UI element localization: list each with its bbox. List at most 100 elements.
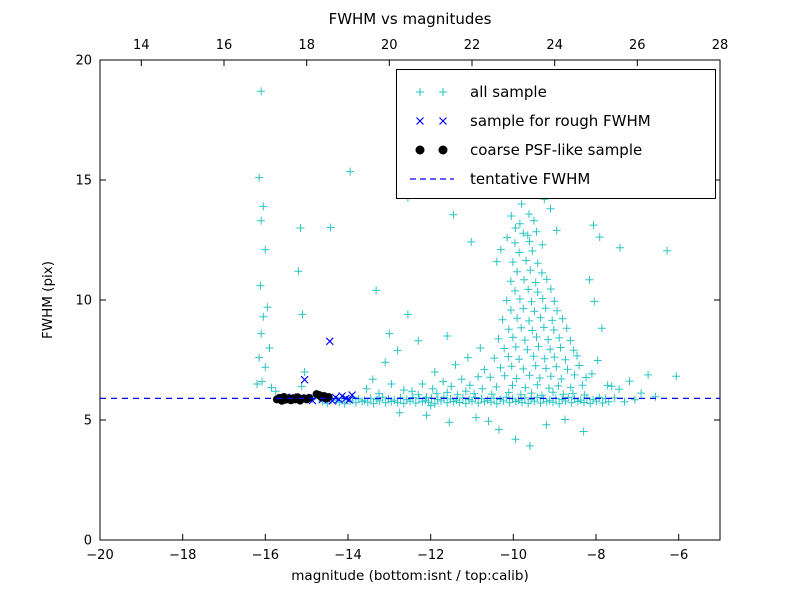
scatter-point [575,361,584,370]
scatter-point [297,382,306,391]
scatter-point [589,221,598,230]
scatter-point [558,314,567,323]
scatter-point [528,326,537,335]
scatter-point [546,204,555,213]
scatter-point [430,368,439,376]
scatter-point [557,375,566,383]
scatter-point [443,388,452,397]
scatter-point [630,395,639,404]
scatter-point [541,304,550,313]
scatter-point [511,286,519,295]
scatter-point [526,266,535,275]
scatter-point [563,365,572,374]
scatter-point [511,238,519,247]
scatter-point [511,435,520,444]
scatter-point [555,333,564,342]
scatter-point [531,278,540,287]
scatter-point [525,441,534,450]
scatter-point [558,395,567,404]
scatter-point [408,387,417,396]
x-tick-label: −12 [417,548,444,563]
x-tick-label: −20 [86,548,113,563]
scatter-point [513,314,522,323]
series-coarse-psf-like-sample [272,390,333,405]
scatter-point [506,306,515,315]
scatter-point [569,346,578,355]
scatter-point [519,229,528,238]
scatter-point [256,281,265,290]
scatter-point [326,223,335,232]
scatter-point [637,389,646,398]
scatter-point [517,323,526,332]
legend-label: sample for rough FWHM [470,111,651,130]
scatter-point [255,353,264,362]
scatter-point [451,360,460,369]
legend-label: coarse PSF-like sample [470,140,643,159]
scatter-point [267,383,276,392]
scatter-point [414,336,423,345]
scatter-point [375,389,383,398]
scatter-point [589,395,598,404]
chart-title: FWHM vs magnitudes [329,10,492,28]
scatter-point [455,398,464,407]
scatter-point [418,380,427,388]
scatter-point [548,316,557,325]
scatter-point [566,336,575,345]
scatter-point [511,224,520,232]
scatter-point [651,392,660,401]
scatter-point [615,385,624,394]
scatter-point [561,355,570,364]
scatter-point [467,237,476,246]
legend-entry-psf-sample: coarse PSF-like sample [407,135,707,164]
top-x-tick-label: 14 [133,38,150,53]
scatter-point [259,312,268,321]
scatter-point [259,202,268,211]
scatter-point [540,354,549,363]
y-tick-label: 5 [84,414,92,429]
scatter-point [494,334,503,343]
scatter-point [523,345,532,354]
legend-label: all sample [470,82,547,101]
scatter-point [439,393,448,402]
scatter-point [257,329,266,338]
scatter-point [573,351,581,360]
scatter-point [595,393,604,402]
scatter-point [372,286,381,295]
scatter-point [516,390,525,399]
top-x-tick-label: 20 [381,38,398,53]
scatter-point [508,333,517,342]
scatter-point [570,370,579,379]
scatter-point [538,240,547,249]
scatter-point [550,297,559,306]
scatter-point [294,267,303,276]
scatter-point [422,393,431,402]
scatter-point [534,342,543,351]
x-marker-icon [416,116,447,125]
scatter-point [532,227,541,236]
scatter-point [539,323,548,332]
scatter-point [515,295,524,303]
scatter-point [522,256,531,265]
scatter-point [500,344,509,353]
x-tick-label: −18 [169,548,196,563]
scatter-point [555,399,564,408]
scatter-point [517,200,526,208]
scatter-point [258,377,266,386]
x-axis-label: magnitude (bottom:isnt / top:calib) [291,568,528,584]
scatter-point [545,396,554,405]
y-tick-label: 15 [75,174,92,189]
scatter-point [644,370,653,379]
scatter-point [255,173,264,182]
scatter-point [490,354,499,363]
scatter-point [428,384,437,393]
scatter-point [470,389,479,398]
scatter-point [325,337,334,346]
scatter-point [360,396,369,405]
scatter-point [529,352,538,361]
scatter-point [507,362,516,371]
scatter-point [461,387,470,396]
scatter-point [528,247,537,255]
scatter-point [300,375,309,384]
scatter-point [542,275,551,284]
scatter-point [465,381,474,390]
